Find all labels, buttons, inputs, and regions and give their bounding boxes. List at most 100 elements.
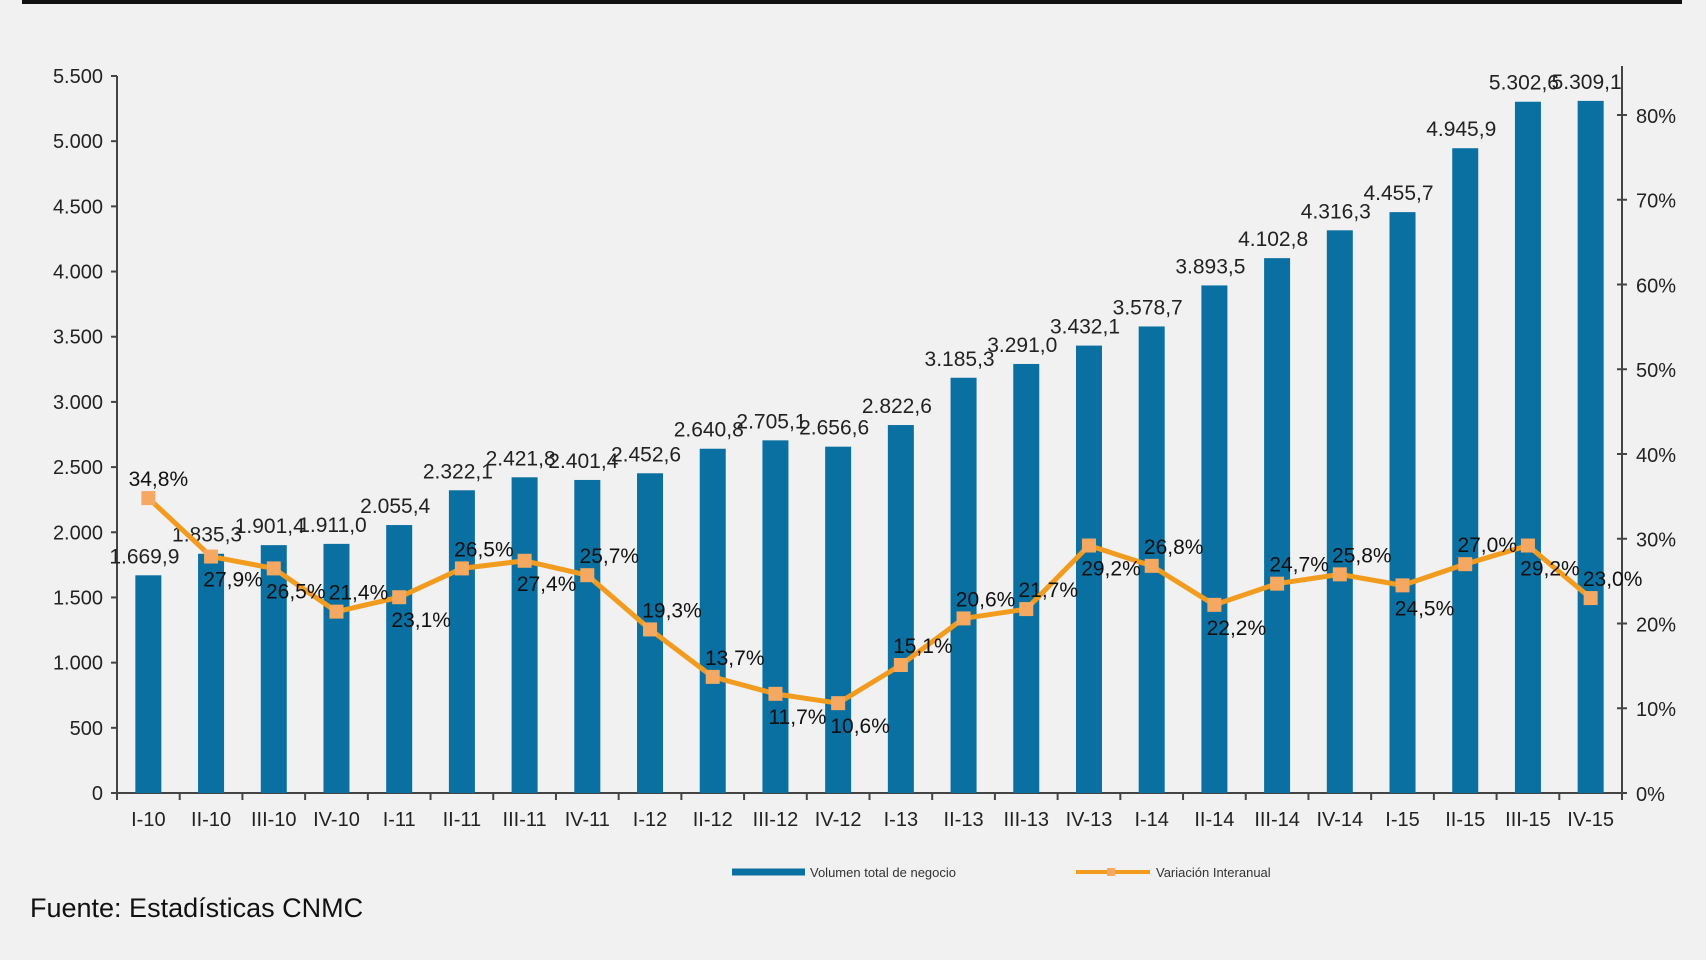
bar bbox=[825, 446, 852, 793]
line-value-label: 21,4% bbox=[329, 582, 389, 605]
line-marker bbox=[831, 696, 846, 711]
left-tick-label: 3.000 bbox=[53, 392, 103, 414]
legend-bar-label: Volumen total de negocio bbox=[810, 865, 956, 880]
line-marker bbox=[705, 669, 720, 684]
line-marker bbox=[1270, 576, 1285, 591]
bar-value-label: 2.705,1 bbox=[736, 410, 806, 433]
x-tick-label: I-13 bbox=[884, 809, 918, 831]
bar-value-label: 2.656,6 bbox=[799, 417, 869, 440]
bar-value-label: 3.432,1 bbox=[1050, 316, 1120, 339]
line-value-label: 24,5% bbox=[1395, 597, 1455, 620]
line-value-label: 13,7% bbox=[705, 647, 765, 670]
right-tick-label: 80% bbox=[1636, 106, 1676, 128]
bar bbox=[511, 477, 538, 793]
bar bbox=[1075, 345, 1102, 793]
right-tick-label: 30% bbox=[1636, 530, 1676, 552]
bar-value-label: 2.640,8 bbox=[674, 419, 744, 442]
right-tick-label: 0% bbox=[1636, 784, 1665, 806]
line-marker bbox=[1520, 538, 1535, 553]
bar-value-label: 3.185,3 bbox=[925, 348, 995, 371]
bar-value-label: 2.822,6 bbox=[862, 395, 932, 418]
source-note: Fuente: Estadísticas CNMC bbox=[30, 893, 364, 923]
x-tick-label: III-15 bbox=[1505, 809, 1551, 831]
bar-value-label: 2.322,1 bbox=[423, 460, 493, 483]
right-tick-label: 70% bbox=[1636, 191, 1676, 213]
left-tick-label: 2.000 bbox=[53, 522, 103, 544]
x-tick-label: IV-10 bbox=[313, 809, 360, 831]
line-value-label: 21,7% bbox=[1018, 579, 1078, 602]
bar bbox=[950, 377, 977, 793]
bar bbox=[1577, 100, 1604, 794]
x-tick-label: IV-13 bbox=[1066, 809, 1113, 831]
x-tick-label: III-14 bbox=[1254, 809, 1300, 831]
bar bbox=[448, 490, 475, 793]
legend-line-label: Variación Interanual bbox=[1156, 865, 1271, 880]
bar bbox=[699, 448, 726, 793]
bar-value-label: 1.669,9 bbox=[109, 545, 179, 568]
bar-value-label: 4.316,3 bbox=[1301, 200, 1371, 223]
bar-value-label: 1.901,4 bbox=[235, 515, 305, 538]
x-tick-label: III-13 bbox=[1003, 809, 1049, 831]
bar-value-label: 5.302,6 bbox=[1489, 72, 1559, 95]
bar bbox=[1389, 212, 1416, 794]
bar bbox=[135, 575, 162, 793]
line-marker bbox=[1395, 578, 1410, 593]
line-value-label: 25,7% bbox=[580, 545, 640, 568]
line-marker bbox=[266, 561, 281, 576]
line-value-label: 26,8% bbox=[1144, 536, 1204, 559]
line-value-label: 27,4% bbox=[517, 573, 577, 596]
bar bbox=[1201, 285, 1228, 793]
left-tick-label: 4.000 bbox=[53, 262, 103, 284]
left-tick-label: 3.500 bbox=[53, 327, 103, 349]
bar-value-label: 2.055,4 bbox=[360, 495, 430, 518]
bar-value-label: 3.578,7 bbox=[1113, 296, 1183, 319]
line-marker bbox=[1081, 538, 1096, 553]
line-marker bbox=[204, 549, 219, 564]
x-tick-label: II-13 bbox=[944, 809, 984, 831]
line-value-label: 24,7% bbox=[1269, 554, 1329, 577]
line-marker bbox=[768, 686, 783, 701]
bar bbox=[1326, 230, 1353, 794]
bar bbox=[323, 543, 350, 793]
right-tick-label: 60% bbox=[1636, 275, 1676, 297]
bar-value-label: 2.452,6 bbox=[611, 443, 681, 466]
top-border bbox=[22, 0, 1682, 4]
x-tick-label: IV-12 bbox=[815, 809, 862, 831]
line-value-label: 27,0% bbox=[1457, 534, 1517, 557]
line-value-label: 19,3% bbox=[642, 599, 702, 622]
legend-line-marker bbox=[1107, 868, 1115, 876]
line-value-label: 29,2% bbox=[1520, 558, 1580, 581]
bar bbox=[574, 479, 601, 793]
line-marker bbox=[329, 604, 344, 619]
bar bbox=[887, 425, 914, 793]
line-marker bbox=[1583, 591, 1598, 606]
bar bbox=[762, 440, 789, 793]
line-marker bbox=[580, 568, 595, 583]
line-marker bbox=[1332, 567, 1347, 582]
bar-value-label: 2.401,4 bbox=[548, 450, 618, 473]
bar bbox=[1264, 258, 1291, 794]
bar bbox=[386, 525, 413, 793]
bar-value-label: 4.455,7 bbox=[1363, 182, 1433, 205]
line-marker bbox=[643, 622, 658, 637]
x-tick-label: III-10 bbox=[251, 809, 297, 831]
line-value-label: 25,8% bbox=[1332, 544, 1392, 567]
left-tick-label: 1.000 bbox=[53, 653, 103, 675]
line-value-label: 23,0% bbox=[1583, 568, 1643, 591]
bar-value-label: 4.945,9 bbox=[1426, 118, 1496, 141]
bar bbox=[1013, 363, 1040, 793]
line-value-label: 34,8% bbox=[129, 468, 189, 491]
line-marker bbox=[1207, 597, 1222, 612]
line-marker bbox=[1458, 557, 1473, 572]
right-tick-label: 20% bbox=[1636, 614, 1676, 636]
line-marker bbox=[392, 590, 407, 605]
line-marker bbox=[454, 561, 469, 576]
line-marker bbox=[956, 611, 971, 626]
line-value-label: 26,5% bbox=[266, 580, 326, 603]
bar bbox=[1514, 101, 1541, 794]
line-value-label: 20,6% bbox=[956, 588, 1016, 611]
line-value-label: 27,9% bbox=[203, 569, 263, 592]
x-tick-label: IV-11 bbox=[565, 809, 610, 831]
x-tick-label: I-11 bbox=[383, 809, 416, 831]
